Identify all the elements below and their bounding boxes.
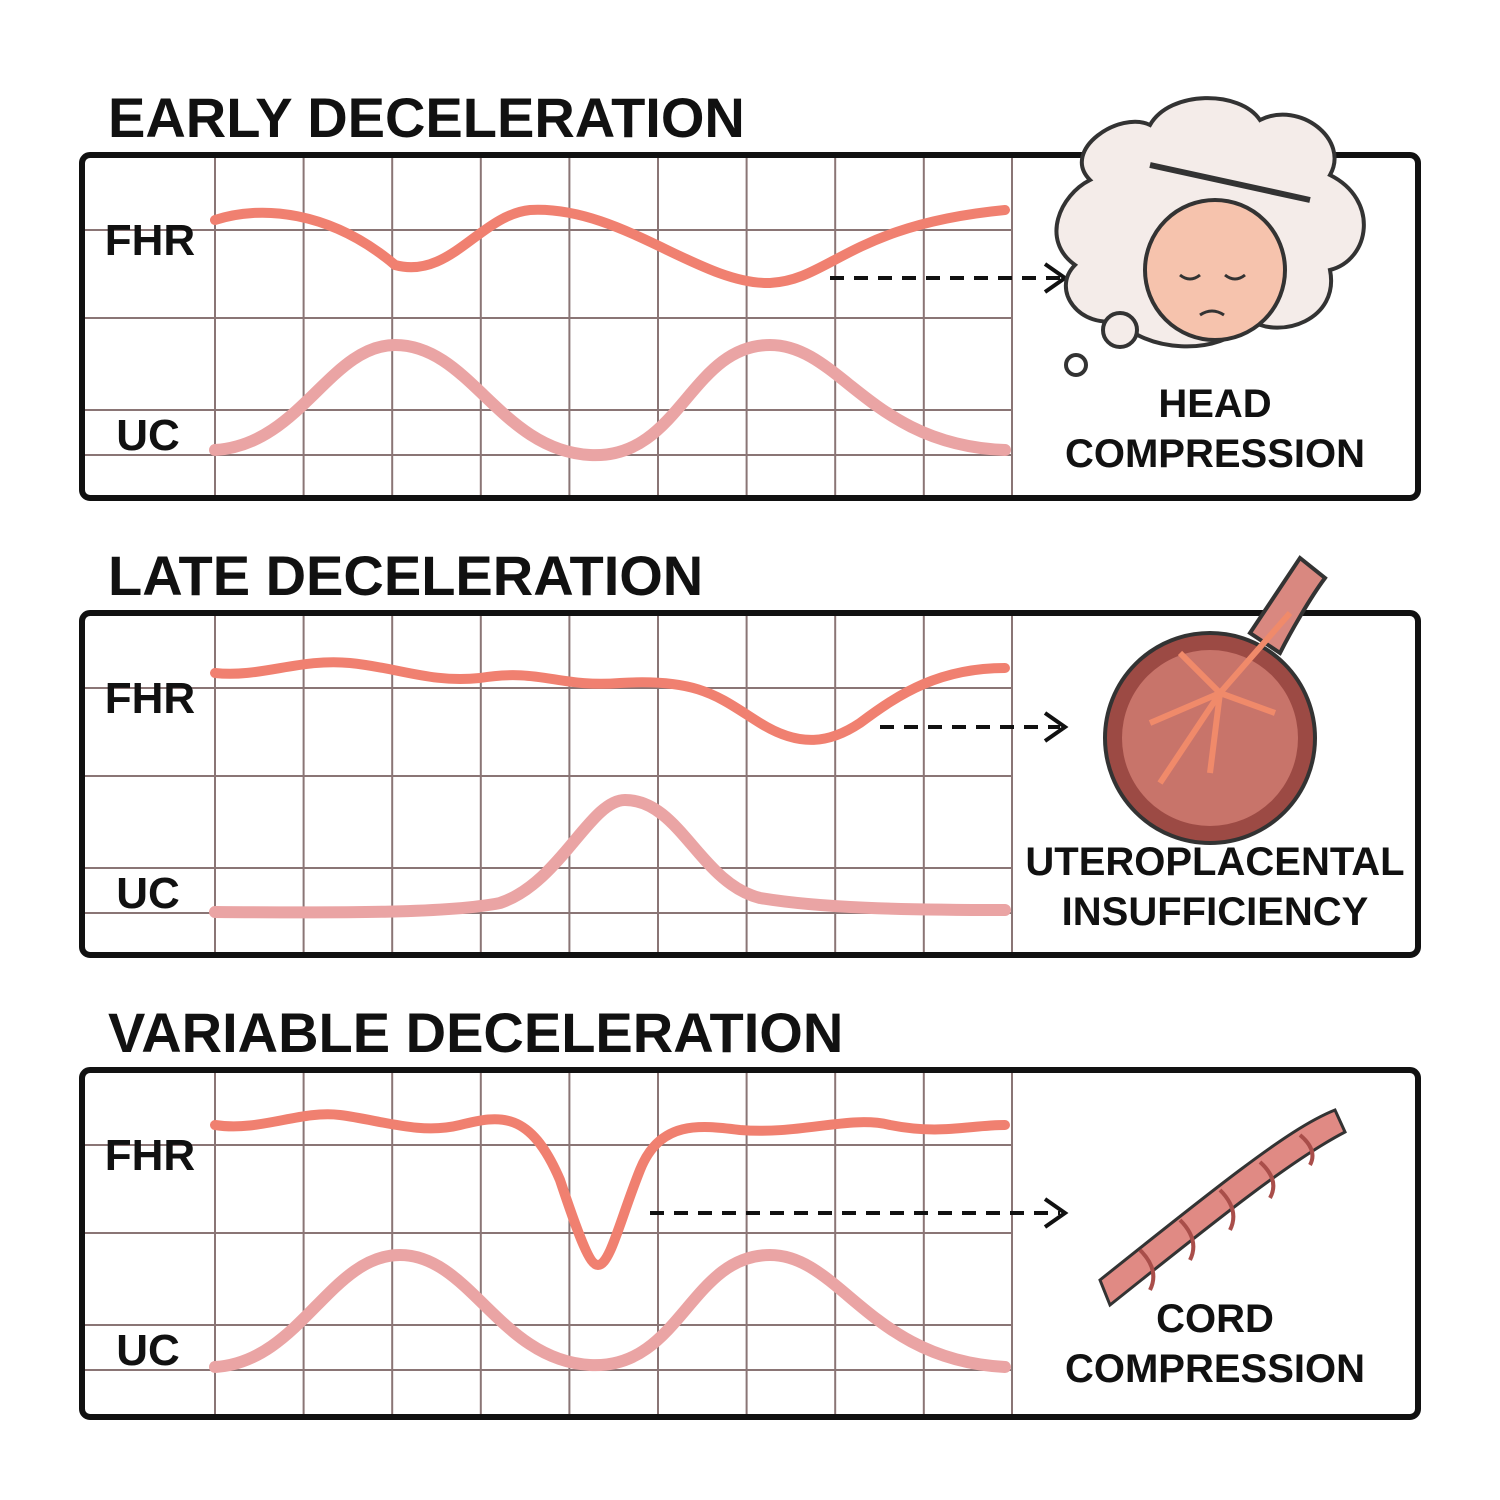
bubble [1064,353,1088,377]
branches [1148,611,1293,785]
panel-frame [79,610,1421,958]
cause-label: COMPRESSION [1065,432,1365,476]
trace-label: FHR [105,1131,195,1180]
placenta-inner [1122,650,1298,826]
uc-trace [209,1248,1011,1373]
cause-label: COMPRESSION [1065,1347,1365,1391]
trace-label: UC [116,869,180,918]
cause-label: INSUFFICIENCY [1062,890,1369,934]
panel-title: VARIABLE DECELERATION [108,1001,843,1064]
trace-label: UC [116,411,180,460]
cord-twist [1138,1133,1315,1291]
cause-label: HEAD [1158,382,1271,426]
panel: FHR UC HEAD COMPRESSION [79,96,1421,501]
arrowhead [1043,1197,1069,1229]
panel: FHR UC UTEROPLACENTAL INSUFFICIENCY [79,555,1421,958]
trace-label: FHR [105,674,195,723]
trace-label: UC [116,1326,180,1375]
cause-label: CORD [1156,1297,1274,1341]
trace-label: FHR [105,216,195,265]
panel-frame [79,1067,1421,1420]
compression-bar [1149,162,1311,203]
bubble [1101,311,1139,349]
panel: FHR UC CORD COMPRESSION [79,1067,1421,1420]
uc-trace [209,338,1011,462]
panel-title: LATE DECELERATION [108,544,703,607]
fhr-trace [210,657,1010,745]
fhr-trace [210,1109,1010,1271]
vessel [1247,555,1328,656]
panel-title: EARLY DECELERATION [108,86,745,149]
cause-label: UTEROPLACENTAL [1025,840,1404,884]
fhr-trace [210,204,1010,289]
face [1179,273,1246,317]
arrowhead [1043,711,1069,743]
baby-head [1143,198,1287,342]
uc-trace [209,793,1011,919]
